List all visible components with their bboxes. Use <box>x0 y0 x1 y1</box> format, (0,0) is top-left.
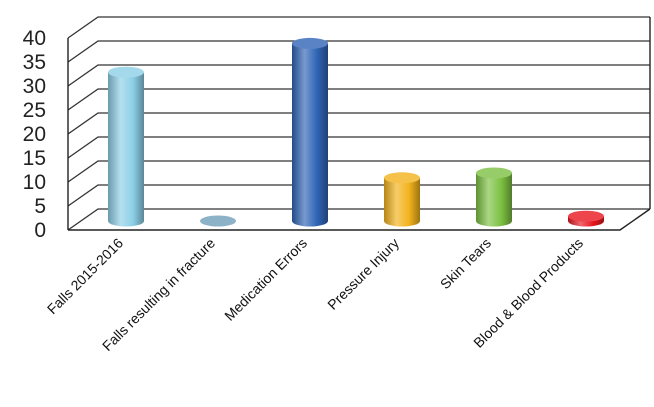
x-tick-label: Falls 2015-2016 <box>44 235 126 317</box>
bar-top <box>292 37 328 49</box>
gridline-10 <box>67 160 650 183</box>
bar-top <box>108 66 144 78</box>
bars <box>108 37 604 227</box>
gridline-40 <box>67 16 650 39</box>
bar-body <box>108 72 144 227</box>
y-tick-label: 20 <box>23 123 46 146</box>
gridline-35 <box>67 40 650 63</box>
bar-4 <box>384 172 420 227</box>
x-tick-label: Pressure Injury <box>324 235 402 313</box>
bar-6 <box>568 210 604 227</box>
gridline-30 <box>67 64 650 87</box>
y-tick-label: 40 <box>23 27 46 50</box>
bar-top <box>384 172 420 184</box>
gridline-15 <box>67 136 650 159</box>
y-tick-label: 0 <box>34 219 46 242</box>
bar-1 <box>108 66 144 227</box>
bar-body <box>292 43 328 227</box>
bar-3 <box>292 37 328 227</box>
y-tick-label: 5 <box>34 195 46 218</box>
y-tick-label: 25 <box>23 99 46 122</box>
bar-top <box>568 210 604 222</box>
x-tick-label: Medication Errors <box>221 235 310 324</box>
gridline-0 <box>67 208 650 231</box>
y-tick-label: 15 <box>23 147 46 170</box>
bar-top <box>200 215 236 227</box>
bar-body <box>384 177 420 227</box>
gridline-5 <box>67 184 650 207</box>
chart-frame <box>67 17 651 231</box>
gridline-20 <box>67 112 650 135</box>
bar-2 <box>200 215 236 227</box>
y-tick-label: 35 <box>23 51 46 74</box>
floor-front-edge <box>68 208 651 231</box>
y-tick-label: 10 <box>23 171 46 194</box>
gridlines <box>67 16 650 231</box>
x-tick-label: Skin Tears <box>437 235 494 292</box>
bar-5 <box>476 167 512 227</box>
bar-body <box>476 173 512 227</box>
bar-top <box>476 167 512 179</box>
y-tick-label: 30 <box>23 75 46 98</box>
gridline-25 <box>67 88 650 111</box>
